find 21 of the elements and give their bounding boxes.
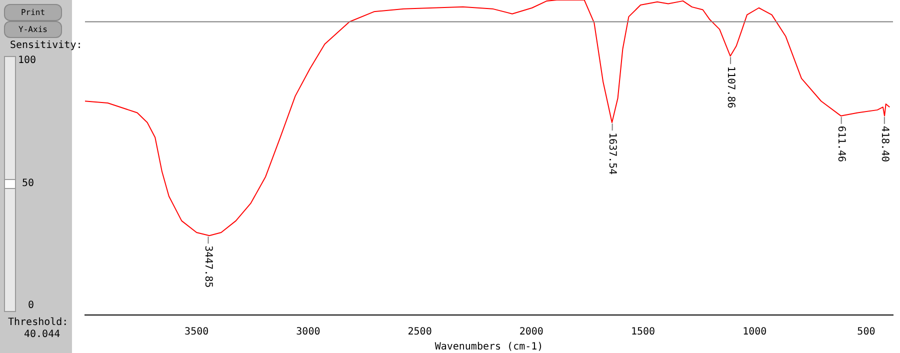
- annotation: 1107.86: [724, 66, 736, 108]
- x-tick-label: 3000: [296, 326, 320, 338]
- annotation: 1637.54: [606, 132, 618, 175]
- text: 100: [18, 55, 36, 66]
- x-tick-label: 500: [857, 326, 876, 338]
- x-tick-label: 1500: [630, 326, 656, 338]
- annotation: 3447.85: [202, 246, 214, 288]
- text: 0: [28, 300, 34, 311]
- text: Y-Axis: [4, 21, 62, 38]
- annotation: 418.40: [878, 126, 890, 162]
- text: Print: [4, 4, 62, 21]
- text: 50: [22, 178, 34, 189]
- text: 40.044: [24, 329, 60, 340]
- x-tick-label: 2500: [408, 326, 432, 338]
- x-axis-title: Wavenumbers (cm-1): [434, 342, 544, 353]
- x-tick-label: 3500: [184, 326, 209, 338]
- x-tick-label: 1000: [742, 326, 767, 338]
- annotation: 611.46: [836, 126, 847, 162]
- x-tick-label: 2000: [519, 326, 544, 338]
- text: Threshold:: [8, 317, 68, 328]
- text: Sensitivity:: [10, 40, 82, 51]
